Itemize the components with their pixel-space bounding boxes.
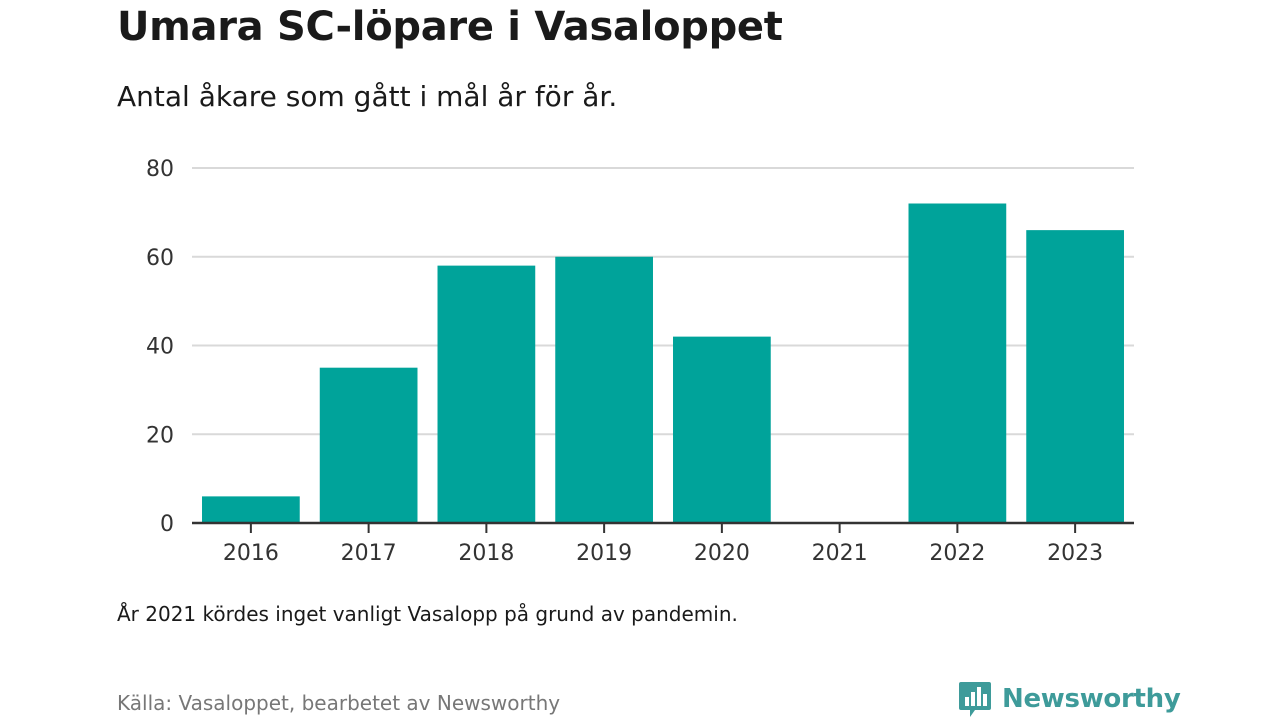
y-tick-label: 0 [160,512,174,537]
newsworthy-logo: Newsworthy [958,680,1181,718]
x-tick-label: 2019 [576,541,632,566]
x-tick-label: 2023 [1047,541,1103,566]
bar-2019 [555,256,653,523]
bar-2018 [437,265,536,523]
chart-subtitle: Antal åkare som gått i mål år för år. [117,80,618,113]
x-tick-label: 2021 [812,541,868,566]
newsworthy-logo-icon [959,682,991,717]
logo-text: Newsworthy [1002,684,1181,714]
bar-2020 [673,336,771,523]
x-axis-ticks: 2016 2017 2018 2019 2020 2021 2022 2023 [223,523,1103,566]
x-tick-label: 2022 [929,541,985,566]
chart-title: Umara SC-löpare i Vasaloppet [117,4,783,50]
x-tick-label: 2018 [458,541,514,566]
bar-2016 [202,496,300,523]
bar-2023 [1026,230,1124,523]
y-tick-label: 80 [146,157,174,182]
x-tick-label: 2017 [341,541,397,566]
x-tick-label: 2020 [694,541,750,566]
y-tick-label: 20 [146,423,174,448]
y-axis-ticks: 0 20 40 60 80 [146,157,174,537]
bar-2017 [319,367,418,523]
y-tick-label: 40 [146,335,174,360]
x-tick-label: 2016 [223,541,279,566]
bars [202,203,1124,523]
y-tick-label: 60 [146,246,174,271]
bar-2022 [908,203,1007,523]
chart-note: År 2021 kördes inget vanligt Vasalopp på… [117,602,738,626]
source-credit: Källa: Vasaloppet, bearbetet av Newswort… [117,691,561,715]
